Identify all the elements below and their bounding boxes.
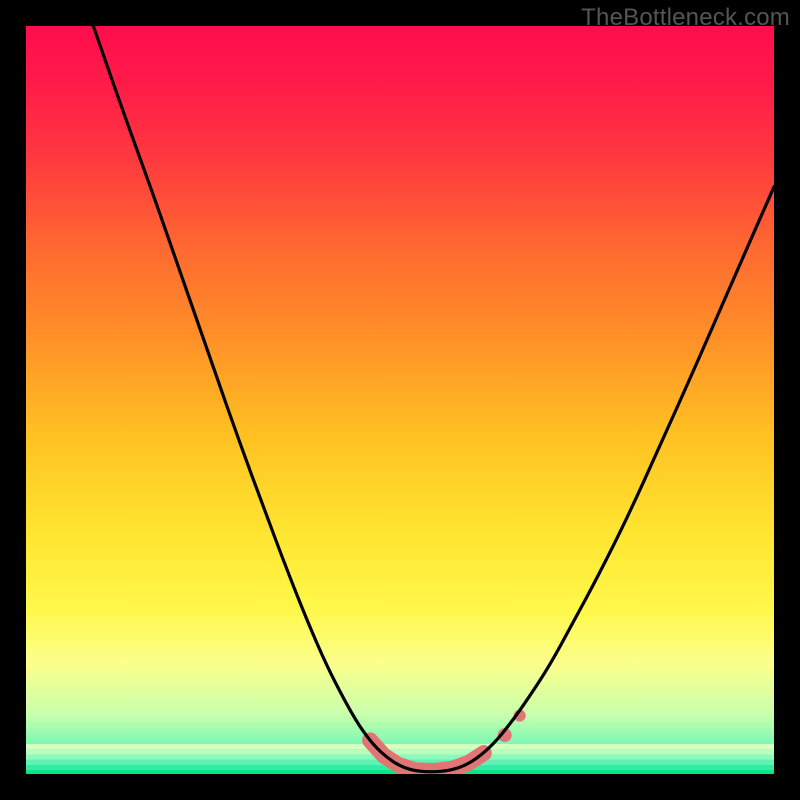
gradient-background [26,26,774,774]
chart-frame: TheBottleneck.com [0,0,800,800]
bottom-band [26,744,774,749]
bottleneck-curve-chart [0,0,800,800]
bottom-band [26,749,774,754]
